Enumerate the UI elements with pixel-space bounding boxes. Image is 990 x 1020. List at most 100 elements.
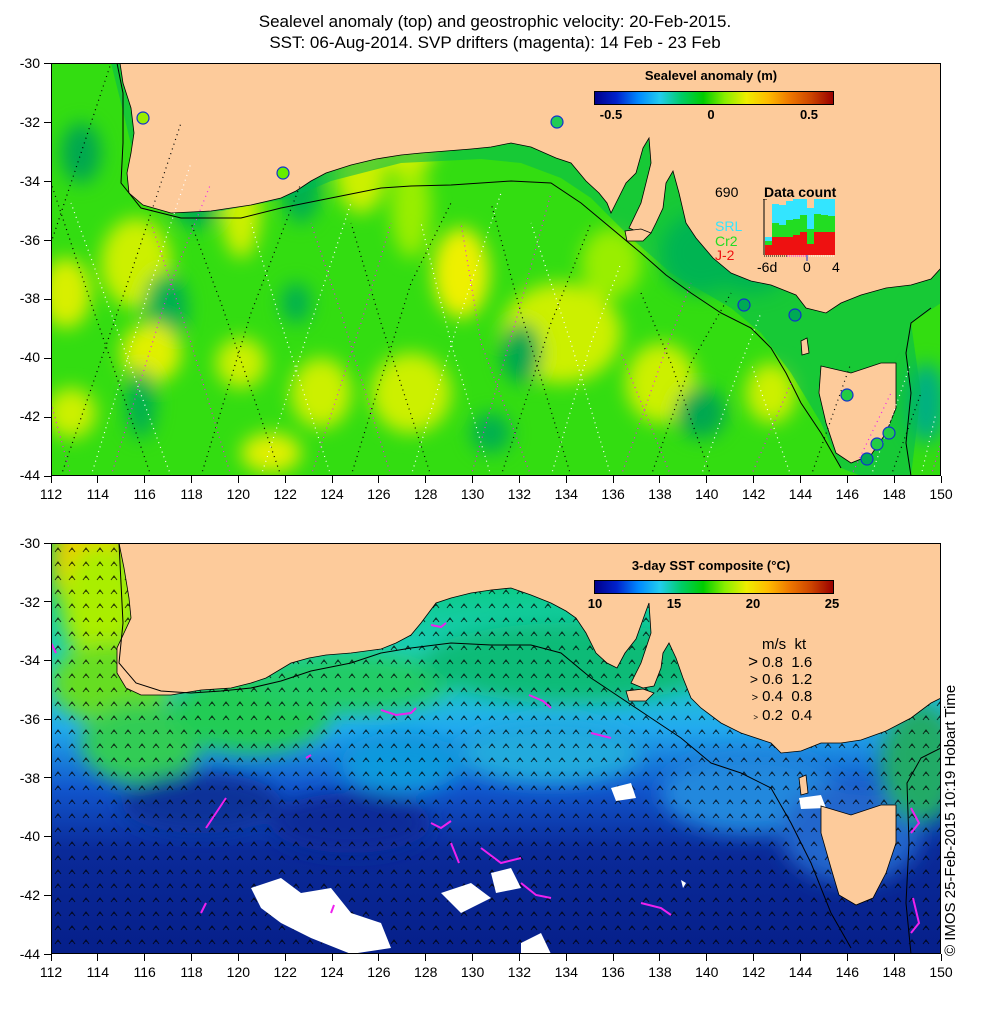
y-tick-label: -38 — [19, 290, 40, 306]
velocity-kt: 0.8 — [791, 688, 813, 705]
y-tick-label: -34 — [19, 652, 40, 668]
x-tick — [97, 476, 99, 483]
x-tick — [425, 476, 427, 483]
velocity-kt: 1.2 — [791, 671, 813, 688]
velocity-ms: 0.8 — [762, 654, 784, 671]
x-tick — [753, 954, 755, 961]
arrow-scale-icon: > — [753, 713, 758, 722]
imos-credit: © IMOS 25-Feb-2015 10:19 Hobart Time — [942, 684, 959, 956]
sealevel-anomaly-map: Sealevel anomaly (m) -0.5 0 0.5 690 Data… — [51, 63, 941, 476]
x-tick — [284, 954, 286, 961]
velocity-ms: 0.4 — [762, 688, 784, 705]
x-tick — [97, 954, 99, 961]
cloud-mask — [251, 783, 826, 954]
y-tick — [44, 542, 51, 544]
x-tick-label: 142 — [741, 964, 766, 980]
x-tick-label: 114 — [86, 486, 109, 502]
x-tick-label: 120 — [226, 964, 251, 980]
x-tick-label: 138 — [648, 486, 672, 502]
y-tick-label: -30 — [19, 535, 40, 551]
x-tick-label: 130 — [460, 964, 485, 980]
x-tick — [191, 476, 193, 483]
x-tick — [237, 476, 239, 483]
x-tick — [144, 954, 146, 961]
sst-colorbar-title: 3-day SST composite (°C) — [631, 558, 791, 573]
chart-title-line2: SST: 06-Aug-2014. SVP drifters (magenta)… — [269, 33, 721, 52]
y-tick-label: -38 — [19, 770, 40, 786]
x-tick — [612, 954, 614, 961]
y-tick — [44, 953, 51, 955]
sla-colorbar-label-mid: 0 — [707, 107, 715, 122]
y-tick — [44, 239, 51, 241]
x-tick — [144, 476, 146, 483]
velocity-kt: 0.4 — [791, 707, 813, 724]
x-tick-label: 122 — [273, 486, 297, 502]
x-tick — [331, 476, 333, 483]
data-count-x-label-start: -6d — [757, 259, 778, 275]
x-tick-label: 148 — [882, 964, 906, 980]
x-tick-label: 126 — [367, 964, 391, 980]
sst-velocity-map: 3-day SST composite (°C) 10 15 20 25 m/s… — [51, 543, 941, 954]
x-tick-label: 116 — [133, 486, 156, 502]
x-tick-label: 124 — [320, 486, 344, 502]
y-tick — [44, 601, 51, 603]
x-tick-label: 126 — [367, 486, 391, 502]
y-tick-label: -36 — [19, 711, 40, 727]
x-tick-label: 124 — [320, 964, 344, 980]
y-tick — [44, 475, 51, 477]
x-tick-label: 132 — [507, 964, 532, 980]
y-tick — [44, 121, 51, 123]
x-tick-label: 150 — [929, 486, 953, 502]
sealevel-anomaly-plot — [51, 63, 941, 476]
y-tick — [44, 777, 51, 779]
velocity-legend: m/s kt > 0.8 1.6 > 0.6 1.2 > 0.4 0.8 > 0… — [734, 636, 844, 726]
x-tick-label: 136 — [601, 964, 625, 980]
data-count-x-label-end: 4 — [832, 259, 840, 275]
x-tick-label: 128 — [414, 486, 438, 502]
y-tick-label: -32 — [19, 594, 40, 610]
y-tick — [44, 836, 51, 838]
x-tick — [50, 954, 52, 961]
x-tick — [378, 476, 380, 483]
x-tick-label: 150 — [929, 964, 953, 980]
sla-colorbar-title: Sealevel anomaly (m) — [644, 68, 778, 83]
y-tick-label: -40 — [19, 349, 40, 365]
y-tick — [44, 416, 51, 418]
x-tick — [753, 476, 755, 483]
y-tick-label: -34 — [19, 173, 40, 189]
x-tick-label: 122 — [273, 964, 297, 980]
x-tick-label: 118 — [180, 964, 203, 980]
arrow-scale-icon: > — [751, 692, 758, 704]
x-tick — [565, 954, 567, 961]
x-tick-label: 114 — [86, 964, 109, 980]
y-tick — [44, 298, 51, 300]
sst-colorbar-label: 15 — [666, 596, 682, 611]
x-tick — [425, 954, 427, 961]
y-tick-label: -40 — [19, 828, 40, 844]
y-tick — [44, 659, 51, 661]
arrow-scale-icon: > — [748, 652, 758, 671]
australia-land — [119, 63, 941, 314]
data-count-x-label-zero: 0 — [803, 259, 811, 275]
tasmania-land — [820, 804, 897, 906]
tide-gauge-markers — [136, 111, 896, 466]
velocity-header-ms: m/s — [762, 636, 787, 653]
x-tick — [706, 476, 708, 483]
sst-colorbar-label: 20 — [745, 596, 761, 611]
data-count-title: Data count — [764, 184, 837, 200]
x-tick-label: 116 — [133, 964, 156, 980]
y-tick-label: -44 — [19, 467, 40, 483]
x-tick — [706, 954, 708, 961]
y-tick — [44, 718, 51, 720]
x-tick — [331, 954, 333, 961]
x-tick-label: 144 — [788, 964, 813, 980]
x-tick — [893, 954, 895, 961]
y-tick-label: -32 — [19, 114, 40, 130]
x-tick — [191, 954, 193, 961]
sla-colorbar-label-min: -0.5 — [599, 107, 623, 122]
y-tick — [44, 180, 51, 182]
x-tick-label: 148 — [882, 486, 906, 502]
x-tick-label: 142 — [741, 486, 766, 502]
x-tick — [846, 476, 848, 483]
x-tick-label: 128 — [414, 964, 438, 980]
